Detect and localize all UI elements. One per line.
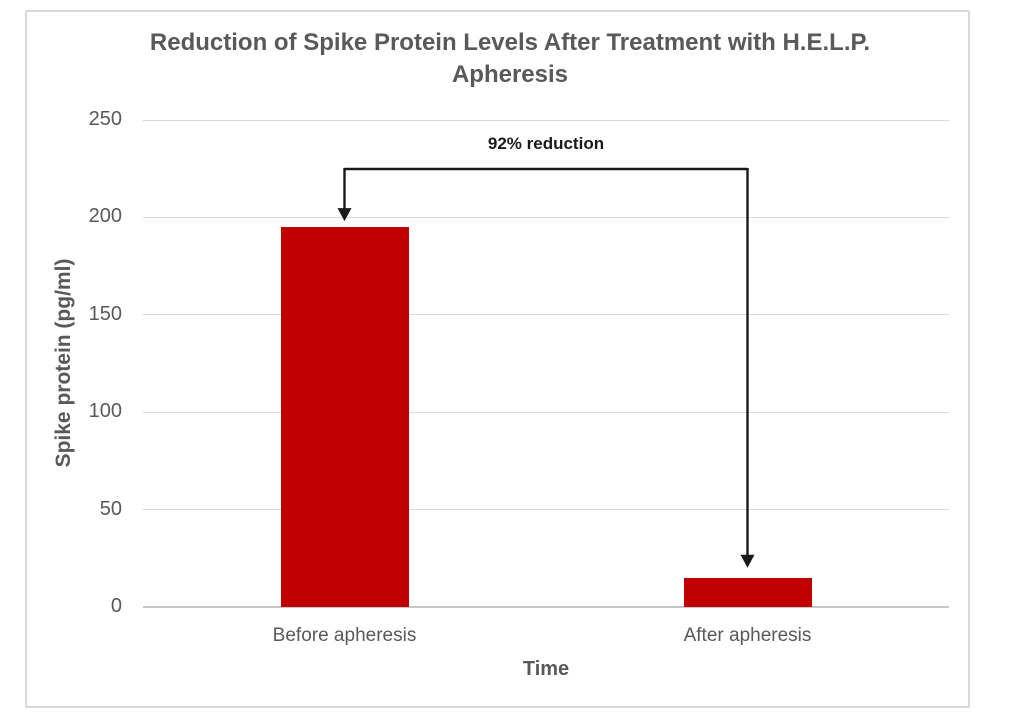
gridline — [143, 216, 949, 218]
category-label: After apheresis — [683, 625, 812, 646]
category-label: Before apheresis — [272, 625, 417, 646]
gridline — [143, 509, 949, 511]
bar-after-apheresis — [683, 577, 812, 607]
y-tick-label: 100 — [88, 400, 122, 423]
chart-title: Reduction of Spike Protein Levels After … — [149, 29, 871, 89]
gridline — [143, 119, 949, 121]
annotation-label: 92% reduction — [487, 134, 605, 153]
y-tick-label: 150 — [88, 302, 122, 325]
x-axis-line — [143, 606, 949, 608]
gridline — [143, 314, 949, 316]
y-axis-title: Spike protein (pg/ml) — [52, 258, 75, 468]
y-tick-label: 250 — [88, 108, 122, 130]
chart-frame — [25, 10, 970, 708]
y-tick-label: 50 — [99, 497, 122, 520]
y-tick-label: 200 — [88, 205, 122, 228]
y-tick-label: 0 — [110, 595, 122, 617]
x-axis-title: Time — [522, 658, 570, 680]
bar-before-apheresis — [280, 227, 409, 607]
gridline — [143, 411, 949, 413]
